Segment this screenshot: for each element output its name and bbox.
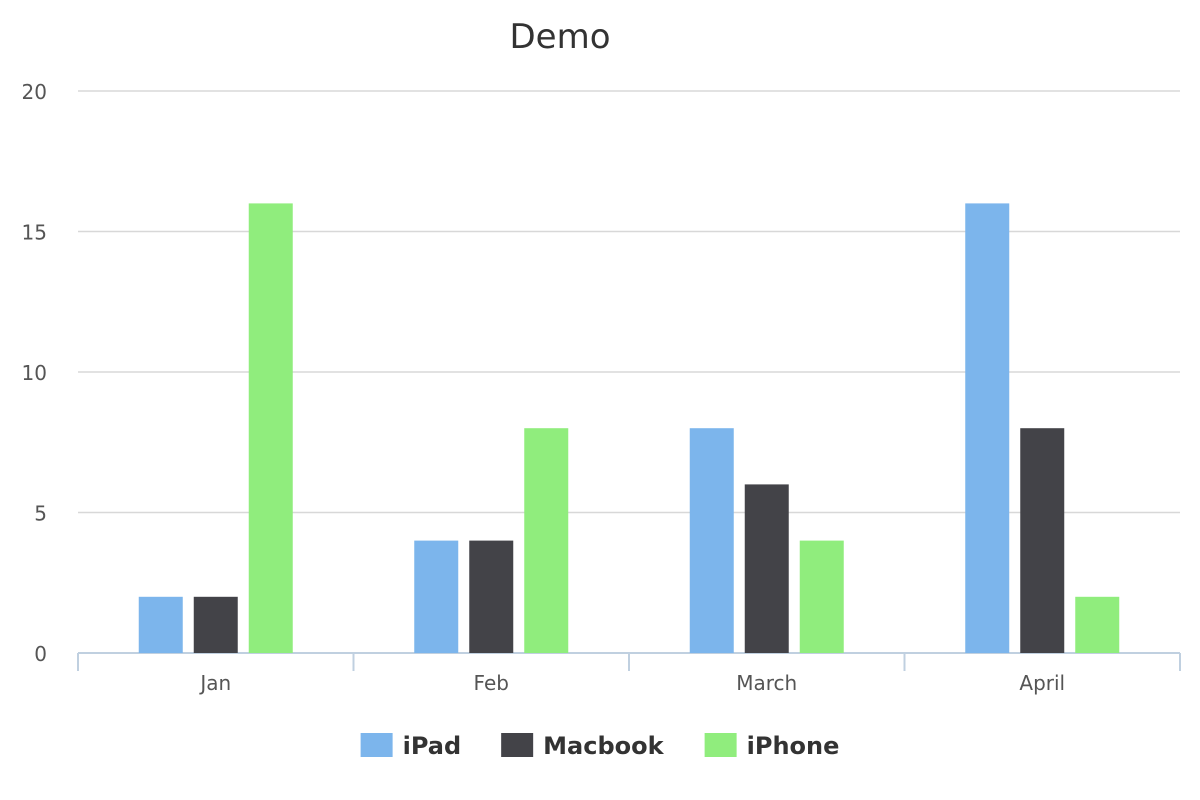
series-macbook	[193, 428, 1065, 653]
bar-macbook-march[interactable]	[744, 484, 789, 653]
bar-iphone-april[interactable]	[1075, 596, 1120, 653]
y-tick-label: 20	[22, 80, 47, 104]
y-tick-label: 15	[22, 221, 47, 245]
legend-swatch	[501, 733, 534, 757]
x-tick-label: March	[736, 671, 797, 695]
bar-macbook-april[interactable]	[1020, 428, 1065, 653]
x-axis: Jan Feb March April	[77, 652, 1181, 695]
legend-item-iphone[interactable]: iPhone	[704, 732, 840, 760]
chart-title: Demo	[509, 17, 610, 57]
legend-swatch	[704, 733, 737, 757]
bar-iphone-jan[interactable]	[248, 203, 293, 653]
y-tick-label: 10	[22, 361, 47, 385]
legend-label: iPhone	[747, 732, 840, 760]
bar-macbook-feb[interactable]	[469, 540, 514, 653]
series-ipad	[138, 203, 1010, 653]
legend-item-ipad[interactable]: iPad	[360, 732, 462, 760]
x-tick-label: Jan	[198, 671, 231, 695]
y-axis: 0 5 10 15 20	[22, 80, 47, 666]
bar-macbook-jan[interactable]	[193, 596, 238, 653]
bar-ipad-feb[interactable]	[414, 540, 459, 653]
bar-ipad-april[interactable]	[965, 203, 1010, 653]
bar-ipad-march[interactable]	[689, 428, 734, 653]
legend-label: iPad	[403, 732, 462, 760]
series-iphone	[248, 203, 1120, 653]
legend-swatch	[360, 733, 393, 757]
legend-item-macbook[interactable]: Macbook	[501, 732, 665, 760]
grid-lines	[78, 90, 1180, 514]
legend[interactable]: iPad Macbook iPhone	[360, 732, 840, 760]
y-tick-label: 0	[34, 642, 47, 666]
x-tick-label: Feb	[474, 671, 509, 695]
x-tick-label: April	[1019, 671, 1065, 695]
legend-label: Macbook	[543, 732, 664, 760]
bar-series	[138, 203, 1120, 653]
y-tick-label: 5	[34, 502, 47, 526]
bar-ipad-jan[interactable]	[138, 596, 183, 653]
bar-iphone-feb[interactable]	[524, 428, 569, 653]
bar-iphone-march[interactable]	[799, 540, 844, 653]
